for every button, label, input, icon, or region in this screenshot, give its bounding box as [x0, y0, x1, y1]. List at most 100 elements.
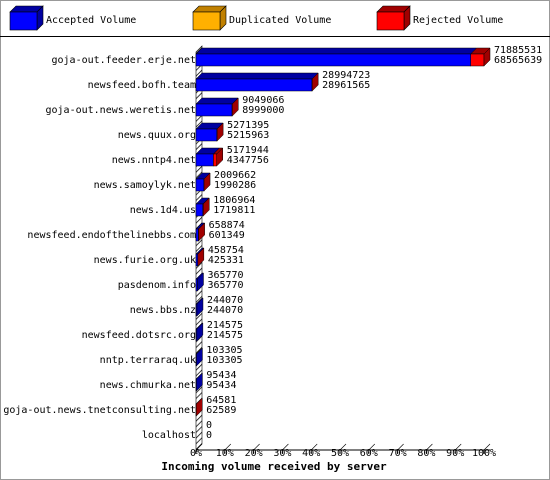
bar-side — [198, 222, 205, 242]
bar-top — [195, 47, 478, 55]
total-label: 5271395 — [227, 120, 269, 131]
y-tick-label: localhost — [142, 430, 196, 441]
x-tick-depth — [339, 443, 347, 451]
bar-side — [196, 322, 204, 342]
bar-front — [195, 153, 214, 167]
accepted-label: 365770 — [207, 280, 243, 291]
bar — [195, 272, 205, 292]
x-tick-depth — [282, 443, 289, 451]
bar-side — [216, 122, 224, 142]
total-label: 0 — [206, 420, 212, 431]
accepted-label: 0 — [206, 430, 212, 441]
bar — [195, 72, 319, 92]
total-label: 71885531 — [494, 45, 542, 56]
x-tick-label: 40% — [302, 448, 320, 459]
accepted-label: 1719811 — [213, 205, 255, 216]
bar — [197, 222, 206, 242]
x-tick-label: 70% — [389, 448, 407, 459]
legend-swatch — [376, 11, 405, 31]
bar-side — [196, 372, 203, 392]
accepted-label: 1990286 — [214, 180, 256, 191]
total-label: 103305 — [206, 345, 242, 356]
bar-side — [196, 347, 203, 367]
total-label: 458754 — [208, 245, 244, 256]
accepted-label: 601349 — [209, 230, 245, 241]
x-tick-depth — [195, 443, 203, 451]
bar-side — [196, 297, 204, 317]
bar — [212, 147, 224, 167]
y-tick-label: newsfeed.dotsrc.org — [82, 330, 196, 341]
y-tick-label: goja-out.feeder.erje.net — [52, 55, 197, 66]
total-label: 64581 — [206, 395, 236, 406]
x-tick-label: 30% — [273, 448, 291, 459]
y-tick-label: nntp.terraraq.uk — [100, 355, 196, 366]
x-tick-label: 0% — [190, 448, 202, 459]
total-label: 2009662 — [214, 170, 256, 181]
y-tick-label: news.quux.org — [118, 130, 196, 141]
x-tick-label: 50% — [331, 448, 349, 459]
y-tick-label: goja-out.news.weretis.net — [45, 105, 196, 116]
bar — [195, 397, 203, 417]
bar — [195, 347, 204, 367]
accepted-label: 28961565 — [322, 80, 370, 91]
bar-side — [311, 72, 319, 92]
bar-front — [213, 153, 217, 167]
bar — [231, 97, 239, 117]
bar-front — [195, 178, 205, 192]
accepted-label: 95434 — [206, 380, 236, 391]
x-tick-label: 80% — [417, 448, 435, 459]
y-tick-label: news.furie.org.uk — [94, 255, 196, 266]
bar — [195, 122, 224, 142]
x-axis-title: Incoming volume received by server — [161, 460, 387, 473]
legend-label: Duplicated Volume — [229, 15, 331, 26]
x-tick-depth — [454, 443, 462, 451]
bar — [216, 122, 224, 142]
bar-side — [197, 247, 205, 267]
y-tick-label: news.bbs.nz — [130, 305, 196, 316]
x-tick-depth — [397, 443, 404, 451]
bar — [203, 172, 211, 192]
bar — [470, 47, 491, 67]
accepted-label: 425331 — [208, 255, 244, 266]
total-label: 1806964 — [213, 195, 255, 206]
bar — [311, 72, 319, 92]
bar-front — [470, 53, 485, 67]
bar — [195, 322, 204, 342]
total-label: 9049066 — [242, 95, 284, 106]
x-tick-label: 20% — [245, 448, 263, 459]
bar-front — [195, 53, 471, 67]
bar — [197, 247, 205, 267]
legend-swatch — [9, 11, 38, 31]
bar-side — [232, 97, 239, 117]
bar-front — [195, 253, 198, 267]
legend-label: Rejected Volume — [413, 15, 503, 26]
x-tick-depth — [426, 443, 433, 451]
bar-front — [195, 78, 313, 92]
y-tick-label: newsfeed.bofh.team — [88, 80, 196, 91]
legend-swatch — [192, 11, 221, 31]
bar — [202, 197, 210, 217]
total-label: 214575 — [207, 320, 243, 331]
total-label: 365770 — [207, 270, 243, 281]
bar-top — [195, 72, 319, 80]
x-tick-depth — [224, 443, 232, 451]
y-tick-label: news.1d4.us — [130, 205, 196, 216]
y-tick-label: goja-out.news.tnetconsulting.net — [3, 405, 196, 416]
x-tick-depth — [368, 443, 376, 451]
y-tick-label: pasdenom.info — [118, 280, 196, 291]
total-label: 658874 — [209, 220, 245, 231]
accepted-label: 244070 — [207, 305, 243, 316]
y-tick-label: news.chmurka.net — [100, 380, 196, 391]
bar-front — [195, 103, 233, 117]
y-tick-label: news.nntp4.net — [112, 155, 196, 166]
total-label: 95434 — [206, 370, 236, 381]
bar — [195, 47, 478, 67]
bar-side — [197, 272, 204, 292]
bar-side — [483, 47, 491, 67]
bar — [195, 97, 239, 117]
bar-front — [195, 128, 218, 142]
x-tick-label: 60% — [360, 448, 378, 459]
bar-top — [195, 97, 239, 105]
